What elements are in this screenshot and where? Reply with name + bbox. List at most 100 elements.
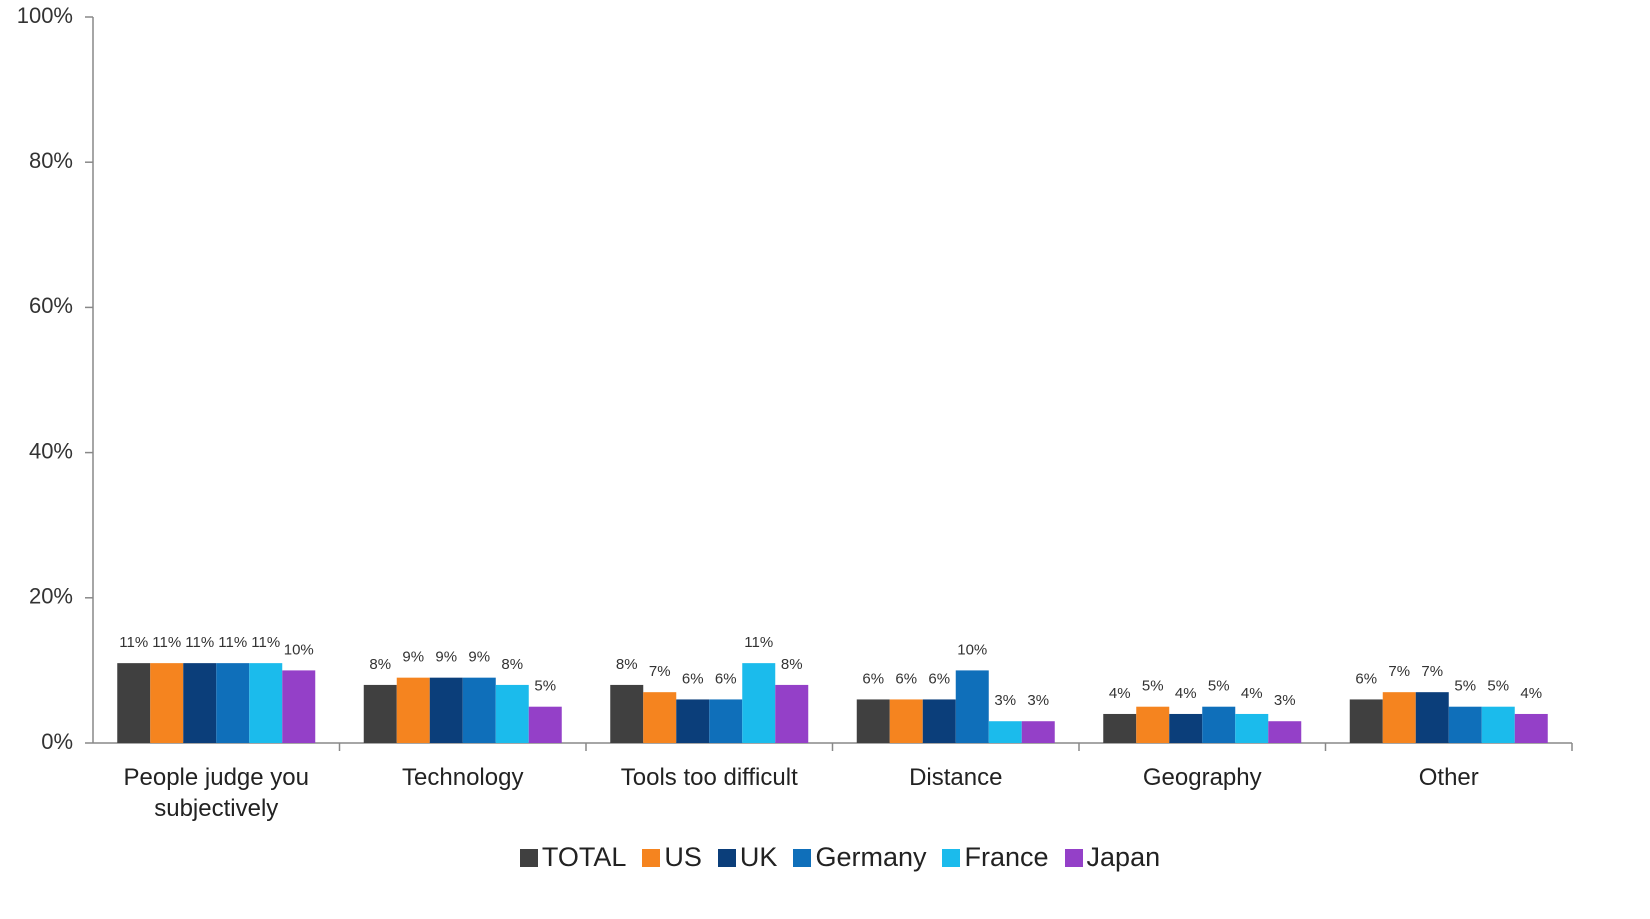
- y-tick-label: 20%: [29, 584, 73, 609]
- bar: [1202, 706, 1236, 743]
- x-tick-label: Geography: [1142, 764, 1262, 791]
- bar: [1382, 692, 1416, 743]
- legend-label: Japan: [1086, 842, 1161, 872]
- legend-swatch: [942, 848, 961, 867]
- bar: [1349, 699, 1383, 743]
- bar: [988, 721, 1022, 743]
- y-tick-label: 100%: [17, 3, 73, 28]
- bar: [1021, 721, 1055, 743]
- bar: [1448, 706, 1482, 743]
- value-label: 11%: [119, 634, 148, 651]
- x-tick-label: People judge you subjectively: [123, 764, 309, 822]
- bar: [1103, 713, 1137, 743]
- y-tick-label: 0%: [41, 729, 73, 754]
- value-label: 10%: [284, 641, 314, 658]
- y-tick-label: 60%: [29, 293, 73, 318]
- bar: [889, 699, 923, 743]
- value-label: 3%: [1027, 692, 1049, 709]
- bar: [1514, 713, 1548, 743]
- value-label: 8%: [616, 656, 638, 673]
- legend-item: Germany: [793, 842, 926, 873]
- legend-swatch: [1064, 848, 1083, 867]
- legend-label: UK: [739, 842, 778, 872]
- legend-item: UK: [717, 842, 778, 873]
- value-label: 7%: [1421, 663, 1443, 680]
- x-tick-label: Distance: [909, 764, 1003, 791]
- legend-item: US: [642, 842, 702, 873]
- value-label: 11%: [185, 634, 214, 651]
- legend-label: France: [964, 842, 1049, 872]
- bar: [429, 677, 463, 743]
- value-label: 9%: [435, 649, 457, 666]
- y-tick-label: 40%: [29, 438, 73, 463]
- value-label: 8%: [781, 656, 803, 673]
- legend-swatch: [642, 848, 661, 867]
- legend-item: Japan: [1064, 842, 1161, 873]
- x-tick-label: Other: [1418, 764, 1479, 791]
- value-label: 5%: [1142, 678, 1164, 695]
- y-tick-label: 80%: [29, 148, 73, 173]
- value-label: 5%: [1208, 678, 1230, 695]
- bar: [249, 663, 283, 743]
- bar: [610, 684, 644, 743]
- legend-swatch: [519, 848, 538, 867]
- value-label: 4%: [1175, 685, 1197, 702]
- value-label: 6%: [715, 670, 737, 687]
- legend: TOTAL US UK Germany France Japan: [0, 842, 1650, 873]
- bar: [856, 699, 890, 743]
- bar: [216, 663, 250, 743]
- value-label: 3%: [1274, 692, 1296, 709]
- value-label: 7%: [1388, 663, 1410, 680]
- legend-item: France: [942, 842, 1049, 873]
- value-label: 6%: [928, 670, 950, 687]
- bar: [709, 699, 743, 743]
- value-label: 8%: [369, 656, 391, 673]
- bar: [955, 670, 989, 743]
- value-label: 11%: [251, 634, 280, 651]
- value-label: 6%: [682, 670, 704, 687]
- bar: [495, 684, 529, 743]
- legend-label: US: [664, 842, 702, 872]
- x-tick-label: Technology: [402, 764, 524, 791]
- bar: [117, 663, 151, 743]
- bar: [363, 684, 397, 743]
- legend-item: TOTAL: [519, 842, 627, 873]
- bar: [1268, 721, 1302, 743]
- bar: [1136, 706, 1170, 743]
- legend-label: TOTAL: [541, 842, 627, 872]
- value-label: 4%: [1109, 685, 1131, 702]
- bar: [1415, 692, 1449, 743]
- value-label: 6%: [862, 670, 884, 687]
- legend-swatch: [793, 848, 812, 867]
- value-label: 7%: [649, 663, 671, 680]
- value-label: 6%: [895, 670, 917, 687]
- value-label: 9%: [402, 649, 424, 666]
- value-label: 11%: [152, 634, 181, 651]
- value-label: 5%: [534, 678, 556, 695]
- value-label: 4%: [1241, 685, 1263, 702]
- bar: [1481, 706, 1515, 743]
- value-label: 5%: [1454, 678, 1476, 695]
- bar: [396, 677, 430, 743]
- value-label: 11%: [744, 634, 773, 651]
- bar: [676, 699, 710, 743]
- value-label: 6%: [1355, 670, 1377, 687]
- bar: [643, 692, 677, 743]
- bar: [775, 684, 809, 743]
- value-label: 10%: [957, 641, 987, 658]
- value-label: 9%: [468, 649, 490, 666]
- value-label: 8%: [501, 656, 523, 673]
- legend-swatch: [717, 848, 736, 867]
- bar: [742, 663, 776, 743]
- value-label: 11%: [218, 634, 247, 651]
- legend-label: Germany: [815, 842, 927, 872]
- bar: [282, 670, 316, 743]
- bar: [150, 663, 184, 743]
- value-label: 5%: [1487, 678, 1509, 695]
- x-tick-label: Tools too difficult: [620, 764, 798, 791]
- bar: [462, 677, 496, 743]
- bar: [183, 663, 217, 743]
- bar: [922, 699, 956, 743]
